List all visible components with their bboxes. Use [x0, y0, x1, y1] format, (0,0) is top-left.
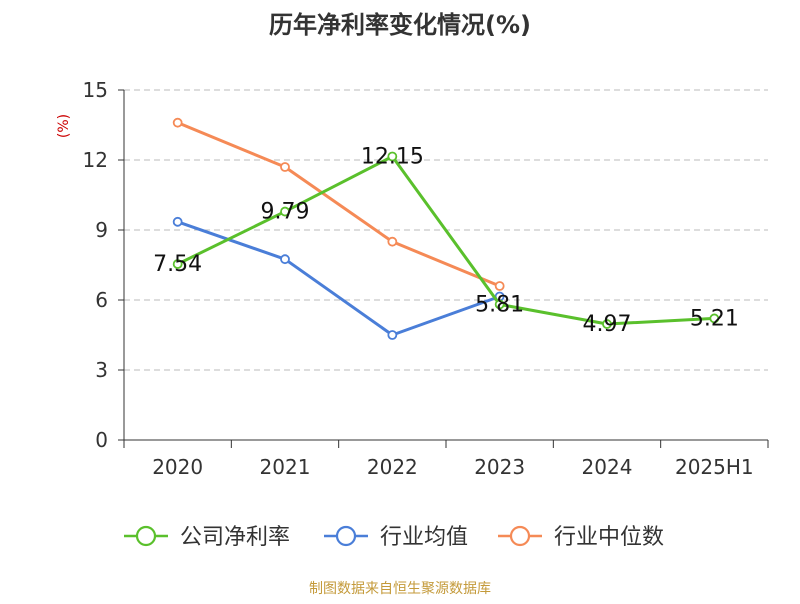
x-tick-label: 2024: [582, 455, 633, 479]
legend-label: 行业均值: [380, 525, 468, 550]
data-point: [280, 162, 290, 172]
legend-marker: [135, 525, 157, 547]
data-point: [494, 281, 505, 291]
data-point: [172, 117, 183, 128]
source-note: 制图数据来自恒生聚源数据库: [309, 581, 491, 597]
data-labels: 7.54 9.79 12.15 5.81 4.97 5.21: [153, 145, 739, 338]
y-tick-label: 15: [83, 78, 108, 102]
legend-label: 行业中位数: [554, 525, 664, 550]
legend-marker: [335, 525, 357, 547]
data-point: [494, 299, 505, 310]
x-tick-label: 2023: [474, 455, 525, 479]
chart-title: 历年净利率变化情况(%): [269, 11, 531, 39]
y-tick-label: 3: [95, 358, 108, 382]
data-label: 4.97: [583, 312, 632, 337]
data-point: [172, 259, 183, 269]
y-tick-label: 6: [95, 288, 108, 312]
x-tick-label: 2025H1: [675, 455, 754, 479]
legend-label: 公司净利率: [180, 525, 290, 550]
data-point: [280, 206, 290, 217]
y-axis-unit-label: (%): [56, 114, 72, 138]
series-line-2: [177, 121, 501, 288]
data-point: [280, 254, 290, 265]
series-line-1: [177, 220, 501, 337]
data-point: [709, 313, 720, 324]
data-label: 9.79: [261, 200, 310, 225]
x-tick-label: 2020: [152, 455, 203, 479]
data-point: [387, 151, 398, 162]
x-tick-label: 2022: [367, 455, 418, 479]
y-tick-label: 9: [95, 218, 108, 242]
data-point: [172, 216, 183, 227]
x-tick-label: 2021: [260, 455, 311, 479]
legend-marker: [509, 525, 531, 547]
data-label: 5.81: [475, 292, 524, 317]
legend: 公司净利率 行业均值 行业中位数: [124, 525, 664, 550]
y-tick-label: 12: [83, 148, 108, 172]
data-label: 12.15: [361, 145, 424, 170]
data-point: [387, 330, 398, 340]
y-tick-label: 0: [95, 428, 108, 452]
data-label: 5.21: [690, 306, 739, 331]
data-point: [387, 236, 398, 247]
series-lines: [172, 117, 720, 340]
axes: 0 3 6 9 12 15 2020 2021 2022 2023 2024 2025H1: [83, 78, 769, 479]
data-point: [602, 319, 612, 329]
data-label: 7.54: [153, 252, 202, 277]
series-line-0: [177, 155, 715, 326]
